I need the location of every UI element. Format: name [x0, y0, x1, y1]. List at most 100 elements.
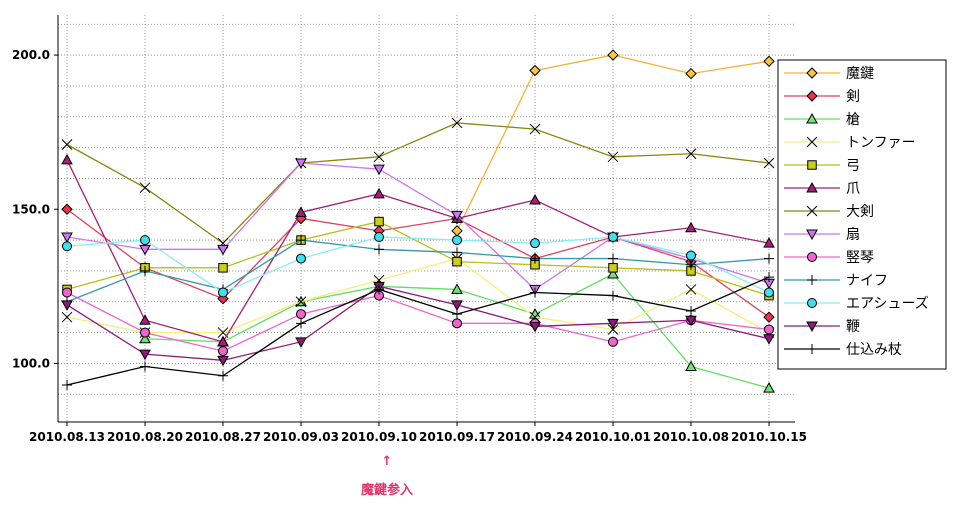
x-tick-label: 2010.08.27	[185, 430, 261, 444]
data-point	[61, 203, 73, 215]
data-point	[685, 67, 697, 80]
data-point	[607, 49, 619, 61]
data-point	[764, 324, 774, 335]
legend-label: 弓	[846, 158, 860, 174]
legend-label: 鞭	[846, 319, 860, 335]
data-point	[608, 253, 618, 264]
data-point	[451, 300, 463, 311]
data-point	[451, 117, 463, 129]
x-tick-label: 2010.10.01	[575, 430, 651, 444]
data-point	[295, 206, 307, 217]
data-point	[139, 182, 151, 194]
legend-marker	[806, 181, 818, 193]
data-point	[218, 370, 228, 381]
data-point	[296, 253, 306, 264]
legend-label: 槍	[846, 112, 860, 128]
data-point	[296, 309, 306, 320]
x-tick-label: 2010.09.10	[341, 430, 417, 444]
data-point	[62, 241, 72, 252]
legend-label: 剣	[846, 89, 860, 105]
series-group	[61, 49, 775, 393]
series-11	[62, 232, 774, 298]
x-tick-label: 2010.09.17	[419, 430, 495, 444]
annotation-label: 魔鍵参入	[361, 482, 413, 498]
data-point	[61, 232, 73, 244]
legend-marker	[807, 252, 817, 262]
series-line	[66, 239, 770, 303]
data-point	[218, 287, 228, 298]
y-tick-label: 100.0	[12, 356, 50, 370]
data-point	[686, 250, 696, 261]
series-line	[66, 276, 770, 386]
legend-marker	[806, 67, 818, 79]
legend-item: 弓	[784, 158, 860, 174]
series-line	[66, 162, 770, 291]
data-point	[607, 318, 619, 330]
legend-item: ナイフ	[784, 273, 888, 289]
data-point	[451, 225, 463, 237]
data-point	[685, 148, 697, 160]
data-point	[62, 287, 72, 298]
data-point	[529, 321, 541, 333]
data-point	[686, 259, 696, 270]
y-tick-label: 150.0	[12, 202, 50, 216]
legend-marker	[806, 321, 818, 333]
series-line	[66, 208, 770, 318]
grid	[58, 15, 795, 422]
data-point	[218, 263, 228, 273]
legend-marker	[807, 344, 817, 354]
series-6	[61, 153, 775, 347]
data-point	[139, 349, 151, 361]
legend-item: 魔鍵	[784, 66, 874, 82]
data-point	[685, 360, 697, 371]
data-point	[763, 55, 775, 67]
series-line	[66, 122, 770, 245]
legend-marker	[807, 298, 817, 308]
data-point	[529, 123, 541, 135]
legend-marker	[806, 136, 818, 148]
legend-label: ナイフ	[846, 273, 888, 289]
data-point	[218, 346, 228, 357]
data-point	[764, 287, 774, 298]
data-point	[296, 318, 306, 329]
series-7	[61, 117, 775, 249]
x-tick-label: 2010.10.15	[731, 430, 807, 444]
series-line	[66, 257, 770, 334]
data-point	[763, 237, 775, 248]
data-point	[451, 210, 463, 222]
legend-marker	[807, 275, 817, 285]
legend-label: トンファー	[846, 135, 916, 151]
legend-label: 竪琴	[846, 250, 874, 266]
data-point	[764, 253, 774, 264]
legend-item: トンファー	[784, 135, 916, 151]
data-point	[452, 318, 462, 329]
legend-label: 魔鍵	[846, 66, 874, 82]
data-point	[295, 337, 307, 348]
legend-marker	[806, 229, 818, 241]
data-point	[374, 216, 384, 227]
data-point	[217, 244, 229, 256]
data-point	[530, 238, 540, 249]
data-point	[685, 315, 697, 327]
data-point	[608, 232, 618, 242]
data-point	[607, 324, 619, 335]
data-point	[62, 380, 72, 390]
x-tick-label: 2010.10.08	[653, 430, 729, 444]
x-tick-label: 2010.08.20	[107, 430, 183, 444]
legend-item: エアシューズ	[784, 296, 929, 312]
legend-marker	[806, 112, 818, 124]
data-point	[374, 232, 384, 242]
data-point	[139, 314, 151, 325]
series-12	[61, 281, 775, 367]
series-line	[66, 236, 770, 294]
data-point	[608, 336, 618, 347]
legend-label: 仕込み杖	[846, 342, 902, 358]
data-point	[140, 235, 150, 246]
y-tick-label: 200.0	[12, 48, 50, 62]
data-point	[451, 283, 463, 294]
legend-box	[777, 59, 947, 370]
data-point	[452, 309, 462, 320]
data-point	[452, 235, 462, 246]
